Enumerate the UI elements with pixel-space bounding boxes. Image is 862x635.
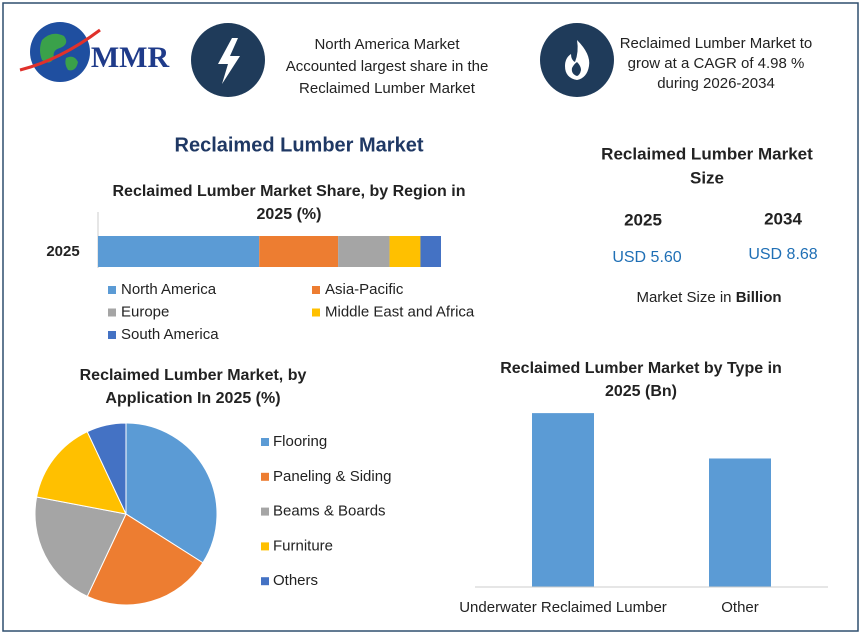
size-value: USD 8.68: [748, 246, 817, 263]
bar-segment: [98, 236, 260, 267]
legend-label: Middle East and Africa: [325, 303, 475, 320]
bar-segment: [389, 236, 421, 267]
legend-label: North America: [121, 281, 217, 298]
chart-title: 2025 (Bn): [605, 383, 677, 400]
legend-label: Europe: [121, 303, 169, 320]
legend-swatch: [108, 286, 116, 294]
legend-swatch: [261, 577, 269, 586]
year: 2034: [764, 209, 802, 228]
callout-text: North America Market: [314, 36, 460, 53]
callout-text: during 2026-2034: [657, 75, 775, 92]
logo: MMR: [19, 22, 170, 82]
chart-title: Application In 2025 (%): [105, 390, 280, 407]
callout-text: Accounted largest share in the: [286, 58, 489, 75]
lightning-icon: [218, 38, 240, 84]
size-title: Size: [690, 168, 724, 187]
x-tick-label: Other: [721, 599, 759, 616]
bar-segment: [338, 236, 390, 267]
pie-slice: [86, 422, 127, 515]
logo-text: MMR: [91, 41, 170, 74]
legend-swatch: [312, 308, 320, 317]
legend-label: Flooring: [273, 433, 327, 450]
legend-label: South America: [121, 326, 219, 343]
legend-label: Others: [273, 572, 318, 589]
legend-label: Beams & Boards: [273, 503, 386, 520]
pie-slice: [86, 513, 204, 606]
chart-title: Reclaimed Lumber Market by Type in: [500, 360, 782, 377]
y-tick-label: 2025: [46, 243, 79, 260]
chart-title: Reclaimed Lumber Market, by: [80, 367, 307, 384]
legend-label: Furniture: [273, 537, 333, 554]
chart-title: Reclaimed Lumber Market Share, by Region…: [113, 183, 466, 200]
pie-slice: [36, 430, 127, 515]
year: 2025: [624, 210, 662, 229]
legend-swatch: [261, 438, 269, 446]
main-title: Reclaimed Lumber Market: [175, 134, 424, 156]
callout-text: Reclaimed Lumber Market: [299, 80, 476, 97]
note-unit: Billion: [736, 289, 782, 306]
legend-swatch: [261, 542, 269, 551]
flame-icon: [565, 40, 590, 80]
bar: [709, 458, 771, 587]
legend-swatch: [261, 507, 269, 516]
x-tick-label: Underwater Reclaimed Lumber: [459, 599, 667, 616]
callout-text: grow at a CAGR of 4.98 %: [628, 55, 805, 72]
legend-swatch: [108, 331, 116, 339]
legend-label: Asia-Pacific: [325, 281, 404, 298]
legend-swatch: [108, 308, 116, 317]
flame-icon: [571, 62, 581, 76]
chart-title: 2025 (%): [257, 206, 322, 223]
pie-slice: [125, 422, 218, 564]
legend-swatch: [261, 472, 269, 481]
size-value: USD 5.60: [612, 249, 681, 266]
size-note: Market Size in Billion: [636, 289, 781, 306]
legend-label: Paneling & Siding: [273, 468, 391, 485]
size-title: Reclaimed Lumber Market: [601, 144, 813, 163]
bar: [532, 413, 594, 587]
callout-text: Reclaimed Lumber Market to: [620, 35, 813, 52]
bar-segment: [420, 236, 441, 267]
pie-slice: [34, 496, 127, 598]
note-text: Market Size in: [636, 289, 731, 306]
bar-segment: [259, 236, 339, 267]
legend-swatch: [312, 286, 320, 294]
